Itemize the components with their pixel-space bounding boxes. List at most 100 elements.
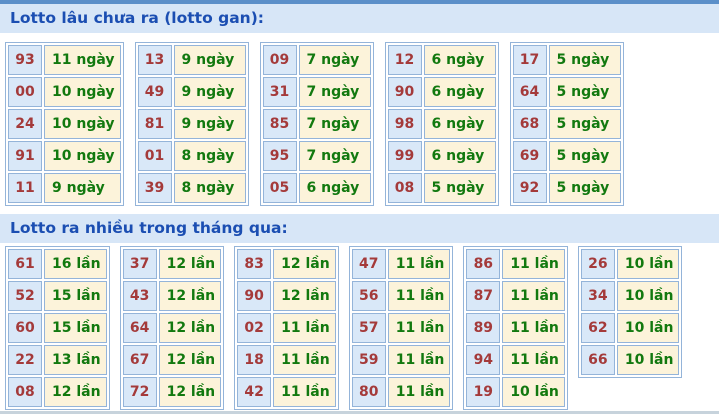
lotto-number-cell: 83 [237,249,272,279]
lotto-number-cell: 93 [8,45,42,75]
lotto-number-cell: 08 [387,173,422,203]
lotto-number-cell: 85 [262,109,297,139]
lotto-number-cell: 37 [122,249,157,279]
section-header-lotto-frequent: Lotto ra nhiều trong tháng qua: [0,214,719,243]
table-row: 13 9 ngày [137,45,246,75]
table-row: 22 13 lần [8,345,107,375]
lotto-frequency-cell: 12 lần [158,377,222,407]
table-row: 90 6 ngày [387,77,496,107]
lotto-number-cell: 17 [512,45,547,75]
lotto-frequency-cell: 8 ngày [173,173,246,203]
lotto-table: 83 12 lần 90 12 lần 02 11 lần 18 11 lần 42 11 lần [234,246,339,410]
lotto-number-cell: 31 [262,77,297,107]
lotto-number-cell: 18 [237,345,272,375]
table-row: 90 12 lần [237,281,336,311]
section-title-lotto-frequent: Lotto ra nhiều trong tháng qua: [10,219,288,237]
lotto-frequency-cell: 6 ngày [423,77,496,107]
lotto-number-cell: 08 [8,377,42,407]
lotto-frequency-cell: 5 ngày [548,109,621,139]
lotto-frequency-cell: 7 ngày [298,109,371,139]
table-row: 57 11 lần [351,313,451,343]
lotto-number-cell: 59 [351,345,386,375]
lotto-frequency-cell: 5 ngày [548,77,621,107]
table-row: 37 12 lần [122,249,222,279]
table-row: 24 10 ngày [8,109,121,139]
lotto-frequency-cell: 10 ngày [44,141,121,171]
lotto-frequency-cell: 11 ngày [44,45,121,75]
lotto-gan-tables: 93 11 ngày 00 10 ngày 24 10 ngày 91 10 ngày 11 9 … [0,33,719,206]
lotto-frequency-cell: 9 ngày [173,77,246,107]
lotto-frequency-cell: 11 lần [502,345,565,375]
table-row: 64 12 lần [122,313,222,343]
lotto-frequency-cell: 6 ngày [423,45,496,75]
lotto-frequency-cell: 6 ngày [423,109,496,139]
table-row: 49 9 ngày [137,77,246,107]
table-row: 59 11 lần [351,345,451,375]
lotto-frequency-cell: 11 lần [502,249,565,279]
lotto-number-cell: 60 [8,313,42,343]
table-row: 95 7 ngày [262,141,371,171]
lotto-number-cell: 52 [8,281,42,311]
top-accent-bar [0,0,719,4]
lotto-frequency-cell: 10 lần [616,249,680,279]
lotto-frequent-tables: 61 16 lần 52 15 lần 60 15 lần 22 13 lần 08 12 lần… [0,243,719,410]
table-row: 91 10 ngày [8,141,121,171]
lotto-frequency-cell: 11 lần [387,377,451,407]
lotto-frequency-cell: 11 lần [387,345,451,375]
lotto-frequency-cell: 11 lần [273,345,336,375]
lotto-table: 12 6 ngày 90 6 ngày 98 6 ngày 99 6 ngày 08 5 ngày [384,42,499,206]
lotto-table: 93 11 ngày 00 10 ngày 24 10 ngày 91 10 ngày 11 9 … [5,42,124,206]
lotto-frequency-cell: 11 lần [387,281,451,311]
lotto-frequency-cell: 12 lần [273,281,336,311]
table-row: 08 12 lần [8,377,107,407]
table-row: 00 10 ngày [8,77,121,107]
table-row: 67 12 lần [122,345,222,375]
table-row: 56 11 lần [351,281,451,311]
lotto-number-cell: 90 [387,77,422,107]
table-row: 64 5 ngày [512,77,621,107]
lotto-frequency-cell: 11 lần [502,313,565,343]
section-lotto-frequent: Lotto ra nhiều trong tháng qua: 61 16 lần… [0,214,719,410]
lotto-number-cell: 87 [466,281,501,311]
table-row: 18 11 lần [237,345,336,375]
lotto-number-cell: 34 [580,281,615,311]
lotto-number-cell: 81 [137,109,172,139]
table-row: 19 10 lần [466,377,565,407]
table-row: 68 5 ngày [512,109,621,139]
table-row: 05 6 ngày [262,173,371,203]
lotto-table: 13 9 ngày 49 9 ngày 81 9 ngày 01 8 ngày 39 8 ngày [134,42,249,206]
table-row: 92 5 ngày [512,173,621,203]
table-row: 86 11 lần [466,249,565,279]
lotto-number-cell: 98 [387,109,422,139]
table-row: 93 11 ngày [8,45,121,75]
table-row: 52 15 lần [8,281,107,311]
lotto-frequency-cell: 5 ngày [548,141,621,171]
table-row: 61 16 lần [8,249,107,279]
lotto-number-cell: 56 [351,281,386,311]
lotto-number-cell: 61 [8,249,42,279]
lotto-number-cell: 91 [8,141,42,171]
table-row: 39 8 ngày [137,173,246,203]
lotto-number-cell: 64 [512,77,547,107]
lotto-number-cell: 80 [351,377,386,407]
lotto-number-cell: 49 [137,77,172,107]
lotto-frequency-cell: 11 lần [273,377,336,407]
lotto-number-cell: 57 [351,313,386,343]
table-row: 69 5 ngày [512,141,621,171]
table-row: 94 11 lần [466,345,565,375]
lotto-frequency-cell: 6 ngày [298,173,371,203]
table-row: 43 12 lần [122,281,222,311]
lotto-number-cell: 09 [262,45,297,75]
table-row: 42 11 lần [237,377,336,407]
section-title-lotto-gan: Lotto lâu chưa ra (lotto gan): [10,9,264,27]
table-row: 72 12 lần [122,377,222,407]
table-row: 31 7 ngày [262,77,371,107]
table-row: 83 12 lần [237,249,336,279]
lotto-table: 61 16 lần 52 15 lần 60 15 lần 22 13 lần 08 12 lần [5,246,110,410]
lotto-frequency-cell: 12 lần [158,249,222,279]
lotto-number-cell: 62 [580,313,615,343]
table-row: 80 11 lần [351,377,451,407]
lotto-frequency-cell: 5 ngày [548,45,621,75]
lotto-number-cell: 13 [137,45,172,75]
